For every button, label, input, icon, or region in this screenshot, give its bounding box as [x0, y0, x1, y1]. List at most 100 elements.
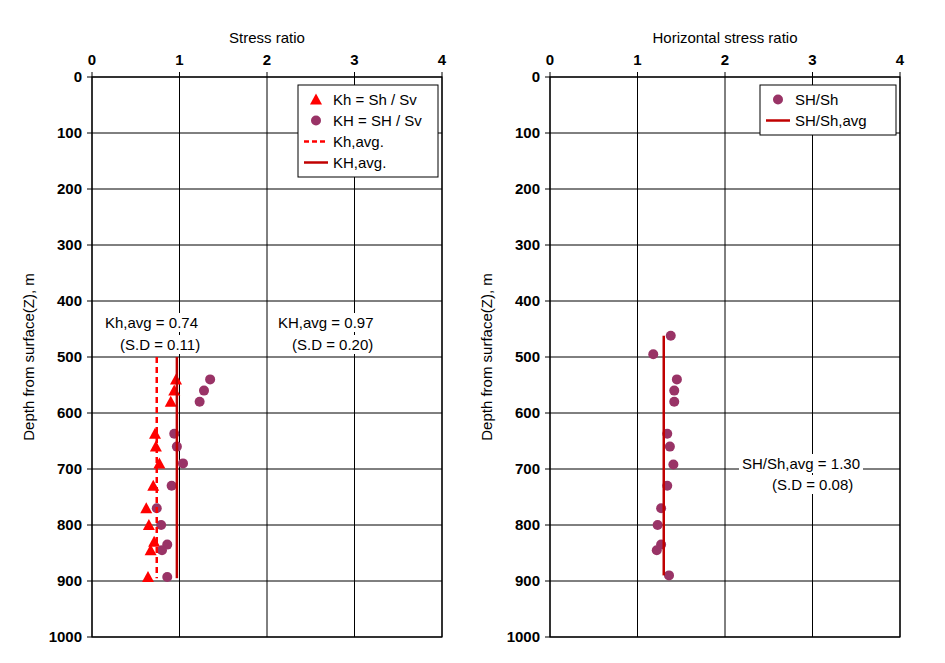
tick-mark — [545, 637, 550, 638]
annotation-background — [739, 454, 863, 473]
tick-mark — [545, 77, 550, 78]
tick-mark — [637, 72, 638, 77]
tick-mark — [545, 469, 550, 470]
tick-mark — [725, 72, 726, 77]
tick-label: 300 — [515, 236, 540, 253]
plot-frame — [550, 77, 900, 637]
data-point — [149, 428, 161, 439]
tick-mark — [87, 637, 92, 638]
tick-mark — [87, 301, 92, 302]
data-point — [145, 544, 157, 555]
tick-mark — [87, 525, 92, 526]
data-layer — [648, 331, 682, 581]
tick-label: 900 — [57, 572, 82, 589]
data-point — [653, 520, 663, 530]
data-point — [157, 545, 167, 555]
tick-mark — [87, 245, 92, 246]
data-point — [140, 502, 152, 513]
tick-mark — [87, 469, 92, 470]
tick-label: 2 — [263, 51, 271, 68]
tick-label: 200 — [515, 180, 540, 197]
data-point — [168, 385, 180, 396]
tick-label: 400 — [57, 292, 82, 309]
annotation-background — [275, 313, 376, 332]
title: Horizontal stress ratio — [652, 29, 797, 46]
data-point — [162, 572, 172, 582]
data-point — [148, 536, 160, 547]
tick-mark — [87, 189, 92, 190]
tick-mark — [87, 77, 92, 78]
tick-mark — [545, 581, 550, 582]
legend-symbol — [311, 116, 321, 126]
tick-mark — [545, 357, 550, 358]
tick-label: 3 — [350, 51, 358, 68]
axis-label: Depth from surface(Z), m — [478, 273, 495, 441]
title: Stress ratio — [229, 29, 305, 46]
data-point — [669, 386, 679, 396]
chart: 0123401002003004005006007008009001000Str… — [20, 29, 447, 645]
legend-symbol — [773, 95, 783, 105]
data-point — [652, 545, 662, 555]
tick-mark — [442, 72, 443, 77]
tick-label: 4 — [438, 51, 447, 68]
grid-line — [92, 413, 442, 414]
grid-line — [550, 413, 900, 414]
average-line — [663, 336, 666, 576]
tick-label: 0 — [532, 68, 540, 85]
legend-label: SH/Sh,avg — [795, 112, 867, 129]
data-point — [199, 386, 209, 396]
legend-symbol — [310, 94, 322, 105]
data-point — [142, 571, 154, 582]
annotation: SH/Sh,avg = 1.30 — [742, 455, 860, 472]
annotation: KH,avg = 0.97 — [278, 314, 373, 331]
tick-label: 1 — [175, 51, 183, 68]
annotation: Kh,avg = 0.74 — [105, 314, 198, 331]
data-point — [153, 457, 165, 468]
chart: 0123401002003004005006007008009001000Hor… — [478, 29, 905, 645]
data-point — [664, 570, 674, 580]
data-point — [167, 481, 177, 491]
legend-symbol — [766, 119, 790, 122]
tick-label: 900 — [515, 572, 540, 589]
tick-mark — [545, 133, 550, 134]
data-point — [205, 374, 215, 384]
legend-box — [760, 85, 896, 135]
legend: Kh = Sh / SvKH = SH / SvKh,avg.KH,avg. — [298, 85, 438, 177]
tick-label: 800 — [57, 516, 82, 533]
data-point — [165, 396, 177, 407]
grid-line — [92, 301, 442, 302]
data-point — [665, 442, 675, 452]
grid-line — [92, 357, 442, 358]
grid-line — [550, 357, 900, 358]
legend-symbol — [304, 161, 328, 164]
tick-mark — [545, 525, 550, 526]
grid-line — [550, 189, 900, 190]
annotation-background — [102, 313, 201, 332]
tick-mark — [900, 72, 901, 77]
data-point — [672, 374, 682, 384]
data-point — [143, 519, 155, 530]
tick-mark — [550, 72, 551, 77]
annotation-background — [769, 475, 856, 494]
plot-background — [550, 77, 900, 637]
tick-label: 2 — [721, 51, 729, 68]
tick-mark — [545, 301, 550, 302]
tick-label: 400 — [515, 292, 540, 309]
tick-label: 700 — [57, 460, 82, 477]
data-point — [648, 349, 658, 359]
tick-mark — [545, 413, 550, 414]
tick-label: 600 — [57, 404, 82, 421]
average-line — [156, 357, 159, 578]
axis-label: Depth from surface(Z), m — [20, 273, 37, 441]
annotation: (S.D = 0.11) — [120, 336, 200, 353]
legend-label: Kh = Sh / Sv — [333, 91, 417, 108]
data-point — [666, 331, 676, 341]
legend-box — [298, 85, 438, 177]
annotation-background — [117, 335, 203, 354]
tick-mark — [179, 72, 180, 77]
tick-label: 300 — [57, 236, 82, 253]
grid-line — [550, 525, 900, 526]
grid-line — [92, 525, 442, 526]
plot-background — [92, 77, 442, 637]
tick-label: 1000 — [49, 628, 82, 645]
